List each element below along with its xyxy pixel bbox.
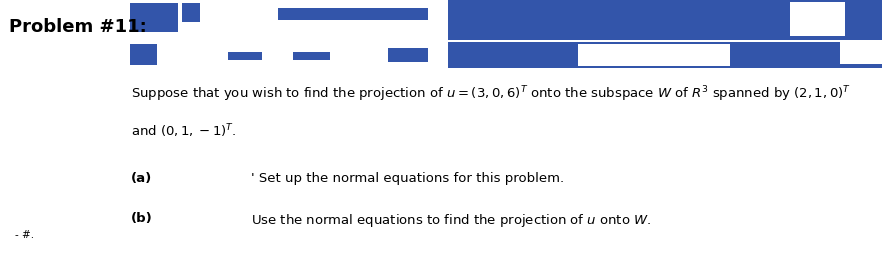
Text: and $(0,1,-1)^T$.: and $(0,1,-1)^T$.	[131, 123, 236, 141]
Text: (a): (a)	[131, 172, 152, 185]
Text: Problem #11:: Problem #11:	[9, 18, 146, 36]
Text: ' Set up the normal equations for this problem.: ' Set up the normal equations for this p…	[251, 172, 564, 185]
Text: (b): (b)	[131, 212, 153, 226]
Text: Use the normal equations to find the projection of $u$ onto $W$.: Use the normal equations to find the pro…	[251, 212, 652, 229]
Text: - #.: - #.	[15, 230, 34, 240]
Text: Suppose that you wish to find the projection of $u = (3,0,6)^T$ onto the subspac: Suppose that you wish to find the projec…	[131, 84, 850, 104]
